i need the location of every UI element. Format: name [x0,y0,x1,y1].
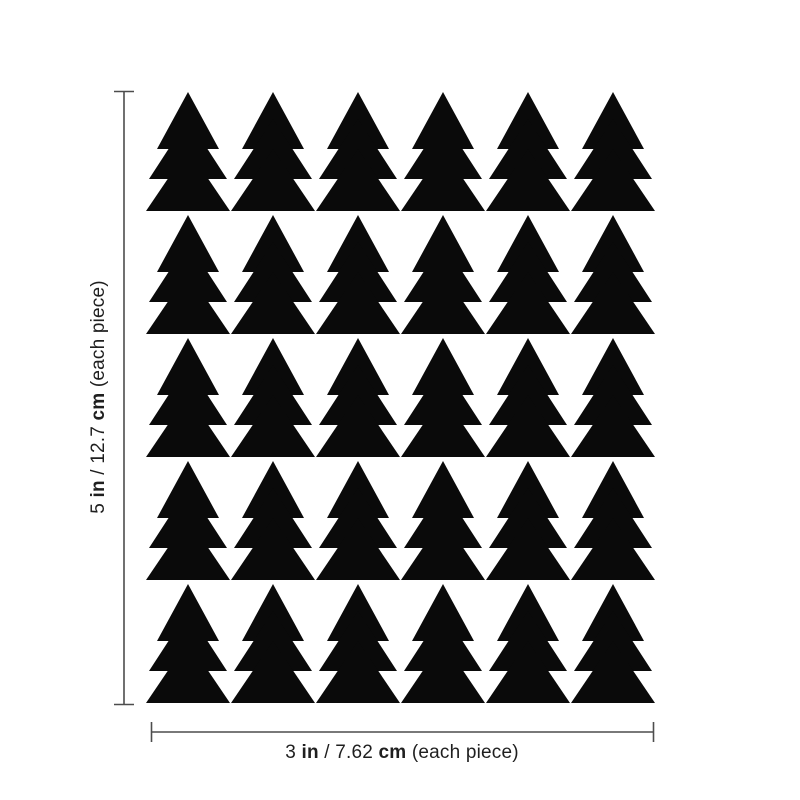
height-dimension-label: 5 in / 12.7 cm (each piece) [88,280,110,514]
pine-tree-icon [146,461,230,580]
tree-decal [401,584,485,703]
pine-tree-icon [316,92,400,211]
pine-tree-icon [571,338,655,457]
tree-decal [486,215,570,334]
tree-decal [146,338,230,457]
height-value-cm: 12.7 [88,426,109,464]
pine-tree-icon [231,461,315,580]
pine-tree-icon [401,338,485,457]
pine-tree-icon [231,215,315,334]
tree-decal [316,584,400,703]
tree-decal [316,461,400,580]
pine-tree-icon [316,584,400,703]
width-unit-cm: cm [378,742,407,763]
pine-tree-icon [571,584,655,703]
tree-decal [486,461,570,580]
width-value-cm: 7.62 [335,742,373,763]
pine-tree-icon [316,338,400,457]
tree-decal [316,92,400,211]
pine-tree-icon [401,215,485,334]
tree-decal [571,215,655,334]
pine-tree-icon [571,215,655,334]
tree-decal [401,338,485,457]
pine-tree-icon [146,215,230,334]
width-dimension-label: 3 in / 7.62 cm (each piece) [285,742,519,764]
tree-decal [231,338,315,457]
tree-decal [146,461,230,580]
pine-tree-icon [401,584,485,703]
pine-tree-icon [146,92,230,211]
height-slash: / [88,469,109,475]
pine-tree-icon [231,92,315,211]
height-unit-in: in [88,480,109,498]
tree-decal [486,92,570,211]
height-value-in: 5 [88,503,109,514]
tree-decal [146,584,230,703]
tree-decal [316,338,400,457]
pine-tree-icon [486,215,570,334]
pine-tree-icon [571,461,655,580]
pine-tree-icon [486,584,570,703]
pine-tree-icon [486,338,570,457]
pine-tree-icon [146,338,230,457]
tree-decal [571,584,655,703]
pine-tree-icon [486,92,570,211]
tree-decal [146,92,230,211]
pine-tree-icon [146,584,230,703]
tree-decal [146,215,230,334]
tree-decal [231,584,315,703]
tree-decal [231,92,315,211]
tree-decal [571,92,655,211]
tree-decal [401,215,485,334]
tree-decal [231,215,315,334]
pine-tree-icon [231,338,315,457]
width-unit-in: in [301,742,319,763]
pine-tree-icon [401,92,485,211]
tree-decal [316,215,400,334]
tree-decal [571,338,655,457]
height-suffix: (each piece) [88,280,109,388]
tree-decal [486,338,570,457]
width-value-in: 3 [285,742,296,763]
pine-tree-icon [231,584,315,703]
pine-tree-icon [571,92,655,211]
tree-decal [401,92,485,211]
pine-tree-icon [401,461,485,580]
pine-tree-icon [316,461,400,580]
tree-decal [401,461,485,580]
decal-grid [146,92,655,703]
width-dimension-line [150,722,655,742]
tree-decal [486,584,570,703]
height-unit-cm: cm [88,392,109,421]
tree-decal [231,461,315,580]
pine-tree-icon [316,215,400,334]
width-slash: / [324,742,330,763]
width-suffix: (each piece) [411,742,519,763]
tree-decal [571,461,655,580]
pine-tree-icon [486,461,570,580]
height-dimension-line [114,90,134,706]
